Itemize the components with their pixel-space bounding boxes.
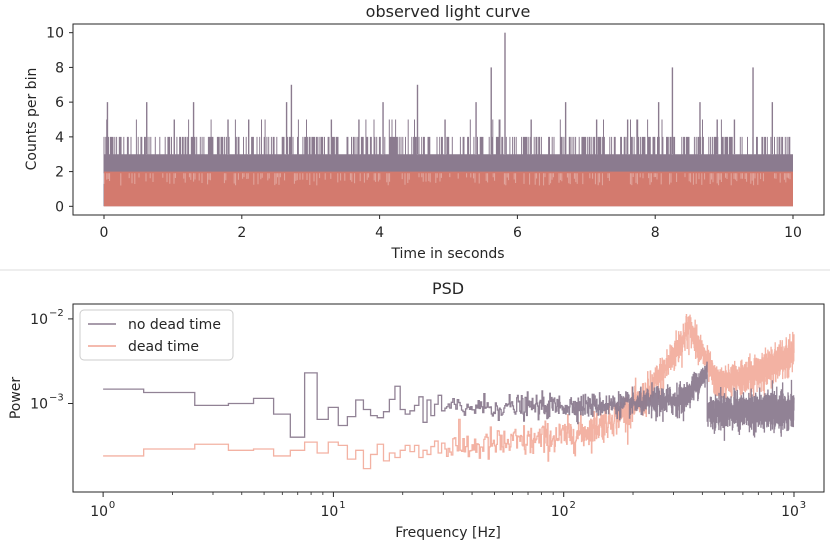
- light-curve-frame: [72, 23, 825, 216]
- x-tick-label: 0: [100, 225, 109, 241]
- light-curve-ticks: 0 2 4 6 8 10 0 2 4 6 8 10: [46, 26, 802, 241]
- x-tick-exponent: 0: [109, 500, 115, 511]
- y-tick-label: 8: [55, 60, 64, 76]
- psd-ticks: 10 0 10 1 10 2 10 310 −310 −2: [30, 308, 806, 520]
- psd-legend: no dead time dead time: [79, 309, 234, 361]
- y-tick-label: 2: [55, 165, 64, 181]
- psd-frame: [72, 303, 825, 493]
- light-curve-panel: observed light curve 0 2 4 6 8 10 0 2 4 6 8 10 Time…: [24, 2, 825, 262]
- psd-line-no-dead-time: [103, 361, 795, 441]
- light-curve-ylabel: Counts per bin: [24, 68, 40, 171]
- x-tick-label: 10: [551, 504, 569, 520]
- x-tick-exponent: 1: [339, 500, 345, 511]
- x-tick-exponent: 3: [800, 500, 806, 511]
- psd-ylabel: Power: [8, 377, 24, 420]
- light-curve-title: observed light curve: [366, 2, 531, 21]
- x-tick-label: 10: [90, 504, 108, 520]
- psd-panel: PSD 10 0 10 1 10 2 10 310 −310 −2 Frequency [Hz] …: [8, 279, 825, 541]
- series-dead-time-texture: [103, 173, 791, 186]
- x-tick-label: 8: [651, 225, 660, 241]
- y-tick-label: 4: [55, 130, 64, 146]
- y-tick-exponent: −2: [49, 308, 64, 319]
- psd-line-dead-time: [103, 314, 795, 470]
- x-tick-label: 2: [237, 225, 246, 241]
- x-tick-label: 6: [513, 225, 522, 241]
- legend-box: [79, 309, 234, 361]
- psd-title: PSD: [432, 279, 464, 298]
- psd-xlabel: Frequency [Hz]: [395, 525, 501, 541]
- y-tick-label: 10: [30, 397, 48, 413]
- series-dead-time-band: [104, 171, 793, 207]
- x-tick-label: 4: [375, 225, 384, 241]
- x-tick-label: 10: [781, 504, 799, 520]
- legend-label-no-dead-time: no dead time: [128, 317, 221, 333]
- x-tick-label: 10: [320, 504, 338, 520]
- y-tick-exponent: −3: [49, 393, 64, 404]
- x-tick-exponent: 2: [570, 500, 576, 511]
- x-tick-label: 10: [784, 225, 802, 241]
- light-curve-series: [103, 32, 793, 207]
- y-tick-label: 10: [30, 312, 48, 328]
- light-curve-xlabel: Time in seconds: [390, 246, 504, 262]
- y-tick-label: 0: [55, 199, 64, 215]
- psd-series: [103, 314, 795, 470]
- legend-label-dead-time: dead time: [128, 339, 199, 355]
- y-tick-label: 6: [55, 95, 64, 111]
- y-tick-label: 10: [46, 26, 64, 42]
